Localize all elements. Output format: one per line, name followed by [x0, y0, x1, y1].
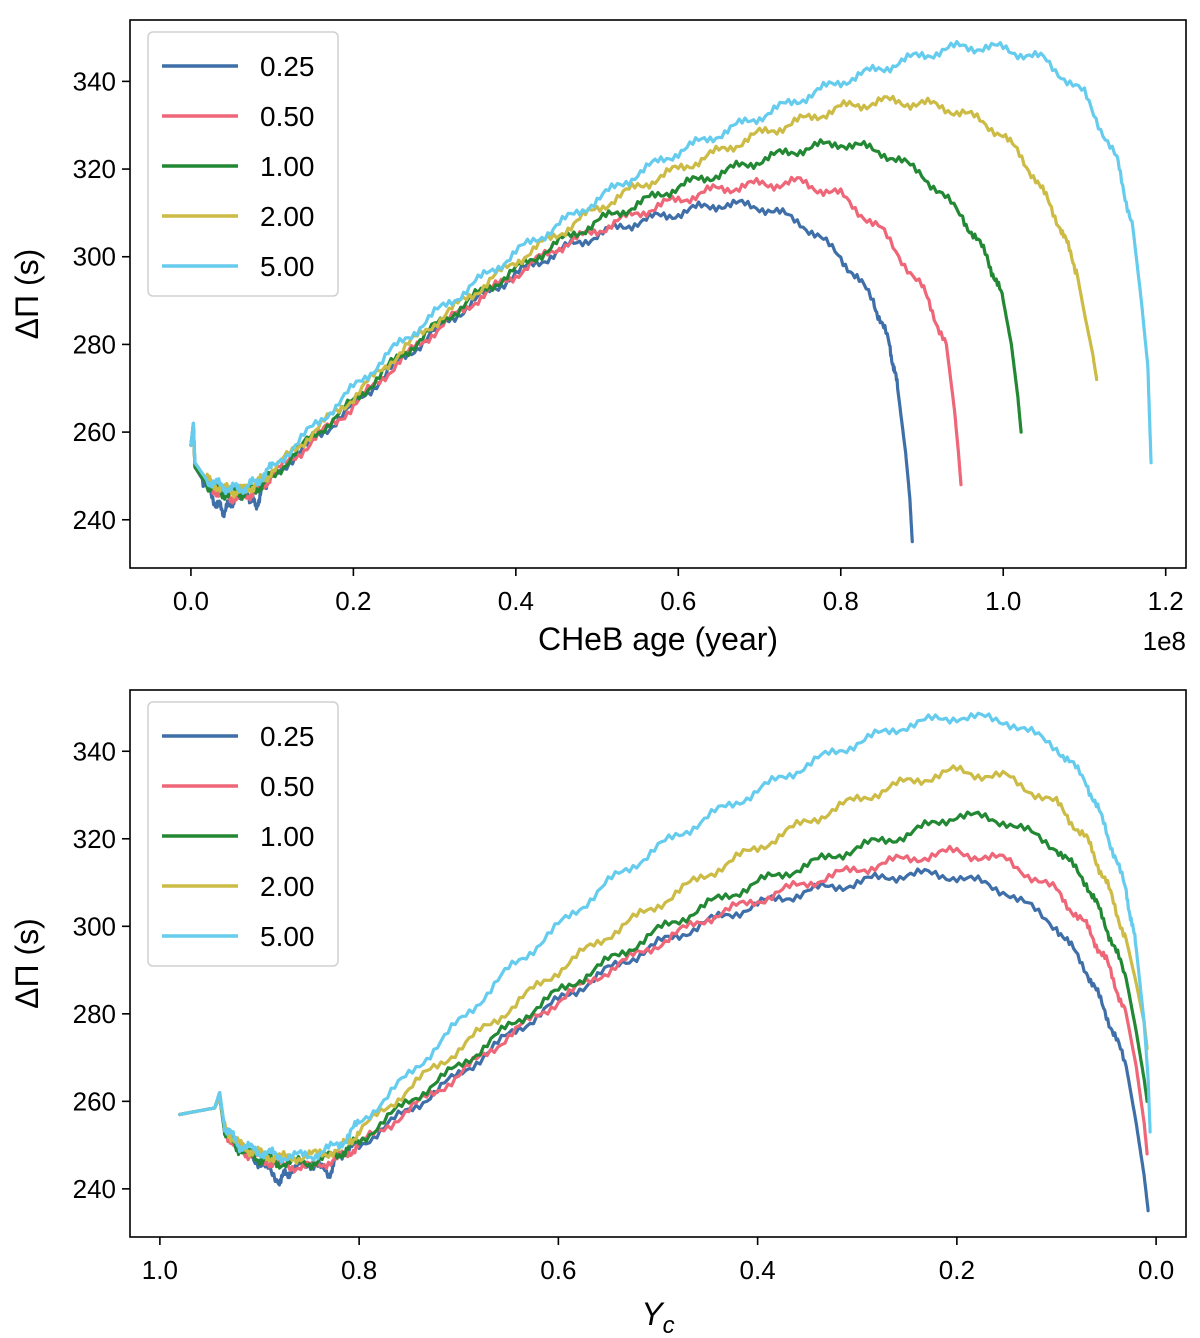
x-axis-label: Yc	[641, 1296, 674, 1338]
y-tick-label: 280	[73, 999, 116, 1029]
x-tick-label: 0.2	[335, 586, 371, 616]
series-line-1.00	[178, 810, 1149, 1171]
plot-frame	[129, 689, 1187, 1238]
series-line-5.00	[189, 39, 1153, 496]
plot-frame	[129, 19, 1187, 569]
legend-label-1.00: 1.00	[260, 151, 315, 182]
x-offset-label: 1e8	[1143, 626, 1186, 656]
series-lines	[178, 711, 1152, 1213]
x-tick-label: 0.0	[1138, 1255, 1174, 1285]
series-line-0.25	[189, 198, 914, 544]
y-tick-label: 320	[73, 154, 116, 184]
top-panel-age: 0.0 0.2 0.4 0.6 0.8 1.0 1.2 240 260 280 300 320 340 Δ…	[9, 19, 1187, 657]
legend-label-5.00: 5.00	[260, 921, 315, 952]
x-tick-label: 0.4	[740, 1255, 776, 1285]
y-tick-label: 300	[73, 242, 116, 272]
series-lines	[189, 39, 1153, 544]
legend-label-1.00: 1.00	[260, 821, 315, 852]
legend-label-0.50: 0.50	[260, 101, 315, 132]
series-line-0.50	[189, 175, 963, 505]
legend-box	[147, 701, 339, 967]
y-tick-label: 340	[73, 736, 116, 766]
y-tick-label: 260	[73, 1086, 116, 1116]
legend: 0.25 0.50 1.00 2.00 5.00	[147, 701, 339, 967]
series-line-5.00	[178, 711, 1152, 1164]
y-tick-label: 300	[73, 911, 116, 941]
legend-label-0.25: 0.25	[260, 721, 315, 752]
legend-label-2.00: 2.00	[260, 871, 315, 902]
legend-label-5.00: 5.00	[260, 251, 315, 282]
x-tick-label: 0.8	[341, 1255, 377, 1285]
y-tick-label: 320	[73, 824, 116, 854]
y-tick-label: 240	[73, 1174, 116, 1204]
x-tick-label: 0.6	[540, 1255, 576, 1285]
legend-label-0.25: 0.25	[260, 51, 315, 82]
y-tick-label: 260	[73, 417, 116, 447]
legend-label-2.00: 2.00	[260, 201, 315, 232]
legend: 0.25 0.50 1.00 2.00 5.00	[147, 31, 339, 297]
x-tick-label: 0.6	[660, 586, 696, 616]
y-axis-label: ΔΠ (s)	[9, 918, 45, 1009]
y-tick-label: 280	[73, 329, 116, 359]
y-tick-label: 340	[73, 66, 116, 96]
x-tick-label: 1.0	[985, 586, 1021, 616]
y-tick-label: 240	[73, 505, 116, 535]
series-line-2.00	[189, 94, 1099, 499]
x-tick-label: 0.2	[939, 1255, 975, 1285]
x-tick-label: 0.4	[498, 586, 534, 616]
legend-box	[147, 31, 339, 297]
x-tick-label: 1.0	[142, 1255, 178, 1285]
y-axis-label: ΔΠ (s)	[9, 249, 45, 340]
legend-label-0.50: 0.50	[260, 771, 315, 802]
x-axis-label: CHeB age (year)	[538, 621, 778, 657]
x-tick-label: 1.2	[1148, 586, 1184, 616]
x-tick-label: 0.8	[823, 586, 859, 616]
bottom-panel-yc: 1.0 0.8 0.6 0.4 0.2 0.0 240 260 280 300 320 340 ΔΠ (…	[9, 689, 1187, 1338]
x-tick-label: 0.0	[173, 586, 209, 616]
